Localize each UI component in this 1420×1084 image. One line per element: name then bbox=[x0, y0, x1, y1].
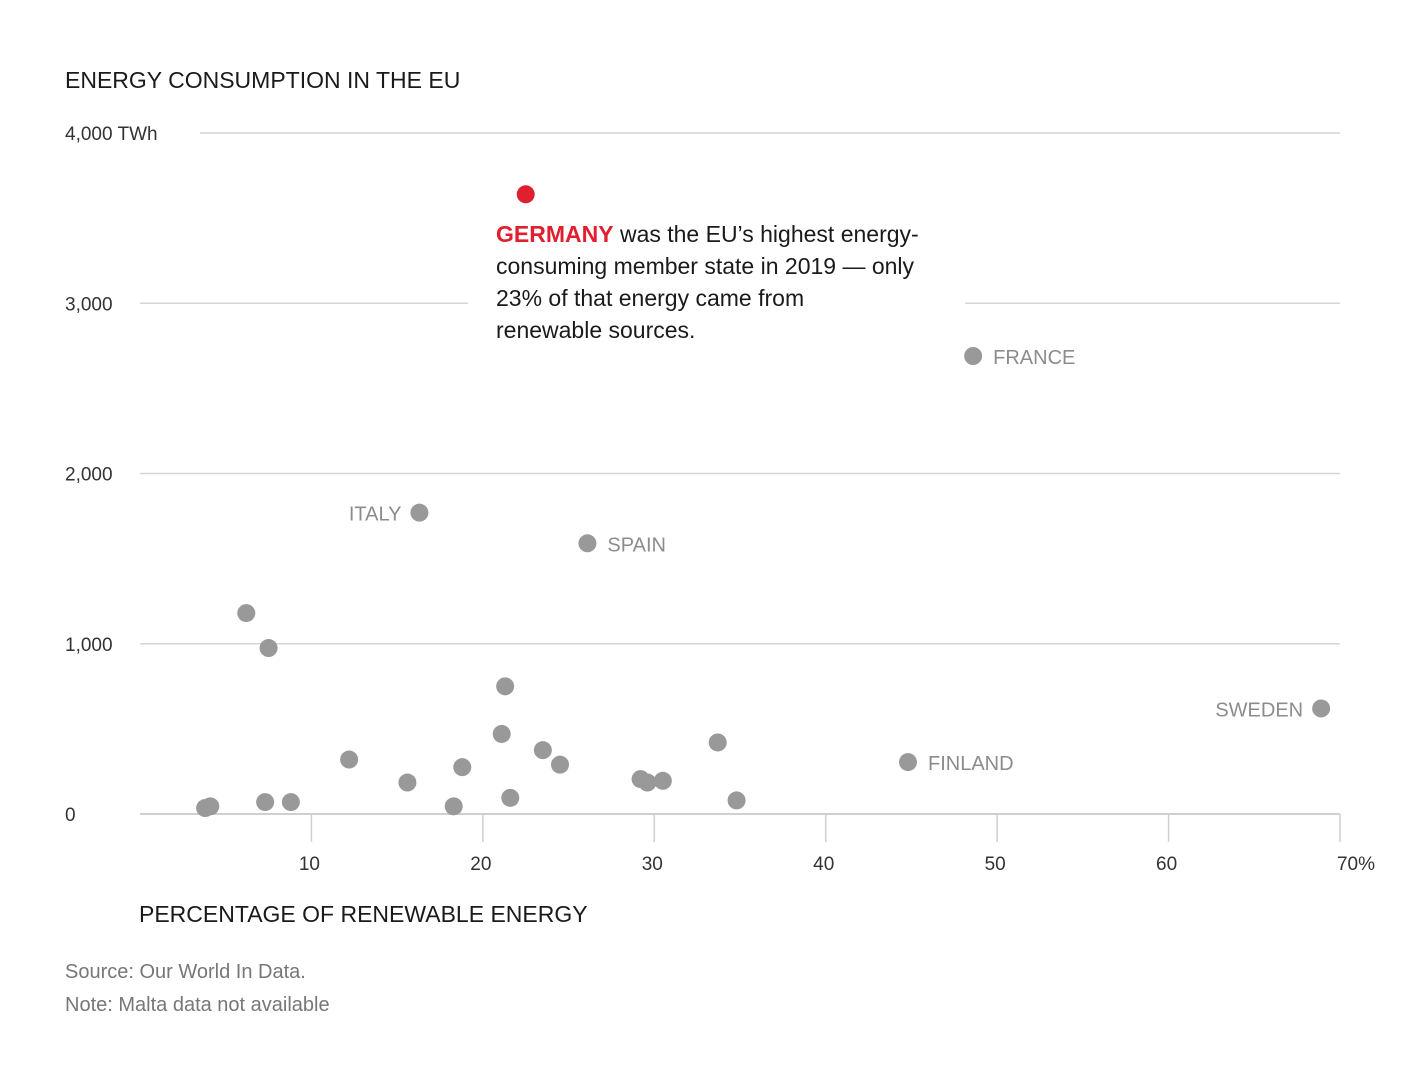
annotation-line: 23% of that energy came from bbox=[496, 285, 804, 311]
data-point bbox=[638, 773, 657, 792]
data-points bbox=[196, 185, 1331, 818]
x-tick-label: 30 bbox=[642, 854, 663, 875]
gridlines bbox=[140, 132, 1340, 815]
data-point bbox=[708, 733, 727, 752]
x-tick-label: 50 bbox=[985, 854, 1006, 875]
x-tick-label: 10 bbox=[299, 854, 320, 875]
data-point bbox=[551, 755, 569, 774]
data-point bbox=[727, 791, 746, 810]
data-point bbox=[410, 503, 429, 522]
germany-annotation: GERMANY was the EU’s highest energy-cons… bbox=[496, 221, 919, 343]
x-axis-label: PERCENTAGE OF RENEWABLE ENERGY bbox=[139, 901, 588, 927]
point-labels: FRANCE ITALY SPAIN SWEDEN FINLAND bbox=[349, 347, 1303, 775]
data-point bbox=[1312, 699, 1331, 718]
highlight-point bbox=[516, 185, 535, 204]
point-label: SPAIN bbox=[607, 534, 666, 556]
point-label: FINLAND bbox=[928, 753, 1014, 775]
point-label: FRANCE bbox=[993, 347, 1075, 369]
data-point bbox=[964, 347, 983, 366]
data-point bbox=[256, 793, 275, 812]
y-tick-label: 3,000 bbox=[65, 294, 113, 315]
x-axis-tick-labels: 10 20 30 40 50 60 70% bbox=[299, 854, 1375, 875]
annotation-line: GERMANY was the EU’s highest energy- bbox=[496, 221, 919, 247]
data-point bbox=[501, 788, 520, 807]
data-point bbox=[340, 750, 359, 769]
y-tick-label: 4,000 TWh bbox=[65, 124, 158, 145]
annotation-highlight: GERMANY bbox=[496, 221, 614, 247]
y-axis-tick-labels: 0 1,000 2,000 3,000 4,000 TWh bbox=[65, 124, 158, 826]
data-point bbox=[496, 677, 515, 696]
data-point bbox=[899, 753, 917, 772]
malta-note: Note: Malta data not available bbox=[65, 994, 330, 1016]
x-tick-label: 40 bbox=[813, 854, 834, 875]
data-point bbox=[398, 773, 417, 792]
data-point bbox=[653, 771, 672, 790]
y-tick-label: 1,000 bbox=[65, 635, 113, 656]
data-point bbox=[196, 799, 215, 818]
x-tick-label: 70% bbox=[1337, 854, 1375, 875]
data-point bbox=[578, 534, 597, 553]
point-label: ITALY bbox=[349, 504, 402, 526]
x-tick-label: 20 bbox=[470, 854, 491, 875]
y-tick-label: 0 bbox=[65, 805, 76, 826]
annotation-line: consuming member state in 2019 — only bbox=[496, 253, 915, 279]
annotation-line: renewable sources. bbox=[496, 317, 695, 343]
chart-title: ENERGY CONSUMPTION IN THE EU bbox=[65, 67, 460, 93]
data-point bbox=[444, 797, 463, 816]
x-tick-label: 60 bbox=[1156, 854, 1177, 875]
data-point bbox=[281, 793, 300, 812]
x-axis bbox=[310, 814, 1341, 842]
point-label: SWEDEN bbox=[1215, 699, 1303, 721]
data-point bbox=[453, 758, 472, 777]
source-note: Source: Our World In Data. bbox=[65, 961, 306, 983]
data-point bbox=[237, 604, 256, 623]
data-point bbox=[533, 741, 552, 760]
y-tick-label: 2,000 bbox=[65, 465, 113, 486]
data-point bbox=[259, 639, 278, 658]
data-point bbox=[492, 724, 511, 743]
